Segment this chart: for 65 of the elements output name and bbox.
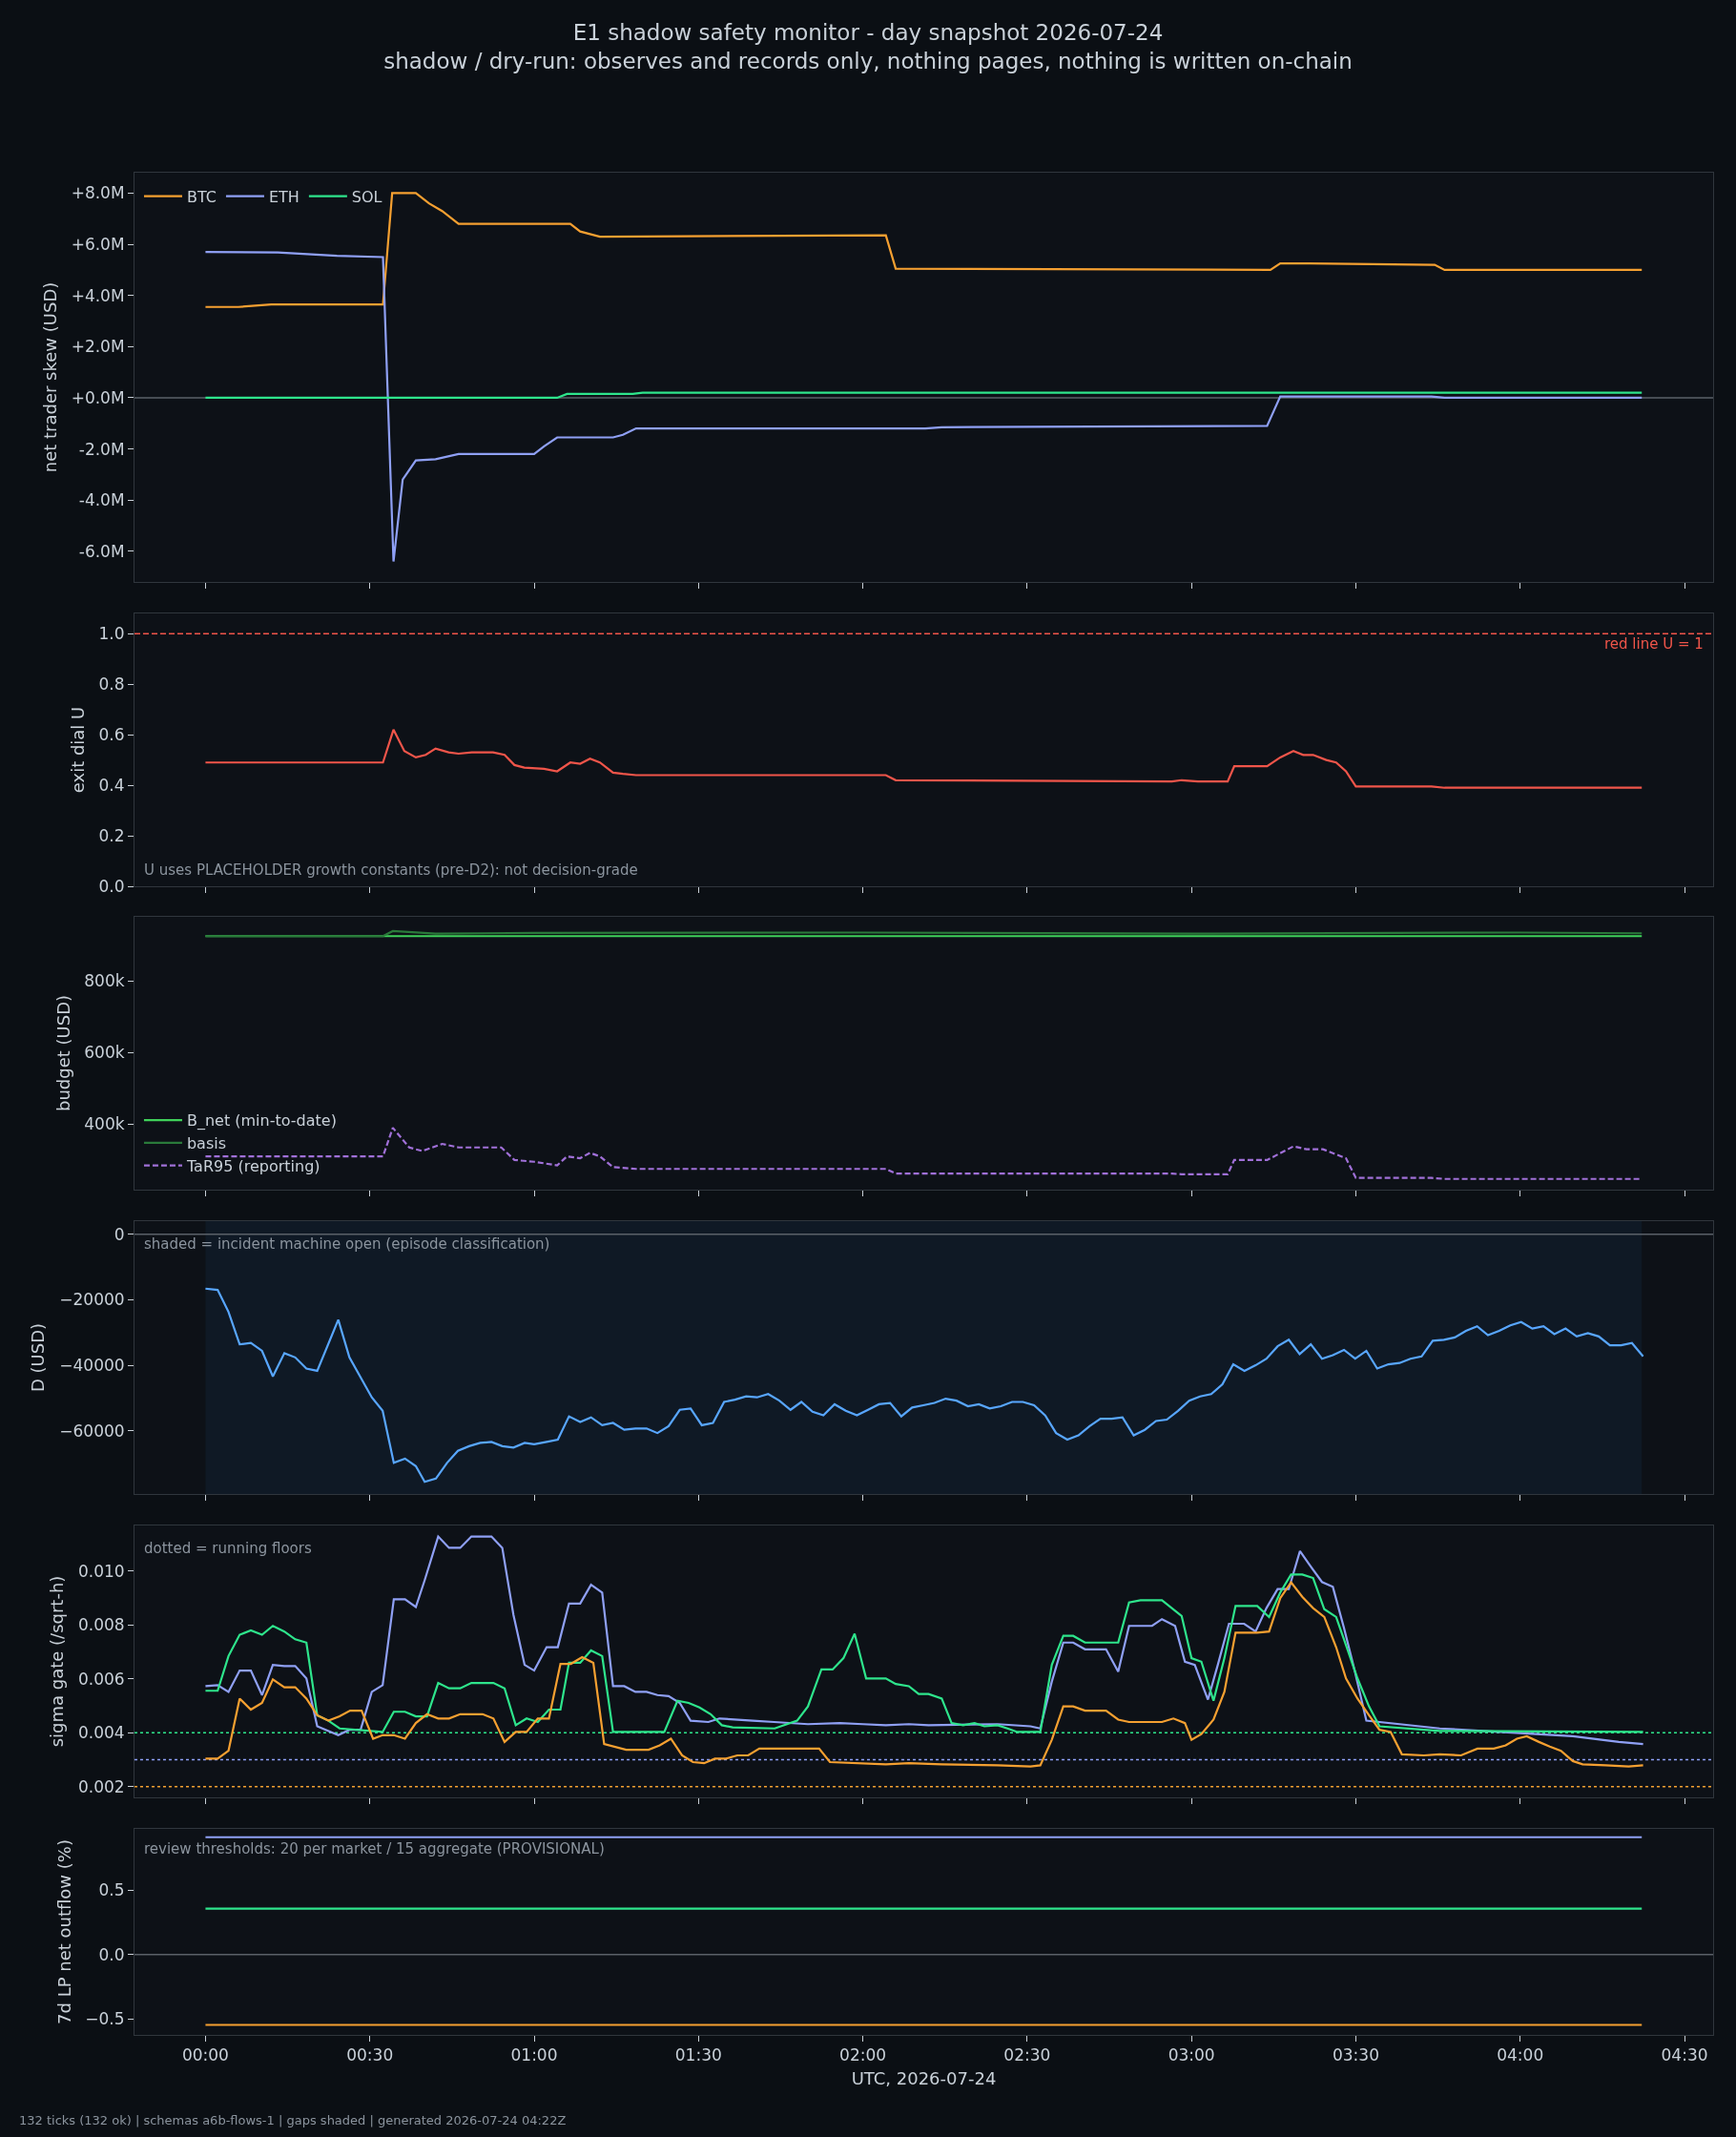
annotation: review thresholds: 20 per market / 15 aggregate (PROVISIONAL) bbox=[144, 1840, 605, 1857]
line-series bbox=[204, 1287, 1644, 1483]
x-tick-label: 00:00 bbox=[181, 2045, 229, 2065]
y-tick-label: -2.0M bbox=[78, 439, 125, 459]
y-tick-label: 0.5 bbox=[98, 1880, 125, 1900]
x-tick-label: 02:30 bbox=[1003, 2045, 1051, 2065]
line-series bbox=[204, 1535, 1644, 1746]
line-series bbox=[204, 728, 1643, 789]
y-axis-title: 7d LP net outflow (%) bbox=[53, 1839, 74, 2024]
y-tick-label: 400k bbox=[84, 1114, 125, 1134]
y-tick-label: −20000 bbox=[59, 1290, 125, 1310]
x-tick-label: 04:00 bbox=[1497, 2045, 1544, 2065]
y-tick-label: 0.0 bbox=[98, 1944, 125, 1964]
y-tick-label: +0.0M bbox=[71, 387, 125, 407]
y-tick-label: 1.0 bbox=[98, 624, 125, 644]
y-axis-title: D (USD) bbox=[28, 1322, 49, 1393]
y-tick-label: 0 bbox=[114, 1224, 125, 1244]
x-tick-label: 00:30 bbox=[346, 2045, 394, 2065]
x-tick-label: 03:30 bbox=[1332, 2045, 1379, 2065]
legend-label: ETH bbox=[268, 187, 300, 206]
y-axis-title: sigma gate (/sqrt-h) bbox=[47, 1575, 68, 1748]
chart-subtitle: shadow / dry-run: observes and records only, nothing pages, nothing is written on-chain bbox=[383, 48, 1353, 73]
y-tick-label: 0.8 bbox=[98, 674, 125, 695]
y-tick-label: −40000 bbox=[59, 1356, 125, 1376]
y-tick-label: +6.0M bbox=[71, 235, 125, 255]
y-axis-title: budget (USD) bbox=[52, 994, 73, 1112]
line-series bbox=[204, 1581, 1644, 1768]
y-axis-title: net trader skew (USD) bbox=[39, 281, 60, 473]
y-tick-label: +4.0M bbox=[71, 285, 125, 305]
legend-label: BTC bbox=[186, 187, 217, 206]
x-tick-label: 03:00 bbox=[1168, 2045, 1215, 2065]
y-tick-label: 0.004 bbox=[77, 1723, 125, 1743]
y-tick-label: +8.0M bbox=[71, 183, 125, 203]
y-tick-label: 0.4 bbox=[98, 776, 125, 796]
line-series bbox=[204, 251, 1643, 563]
legend-label: basis bbox=[186, 1134, 227, 1153]
annotation: U uses PLACEHOLDER growth constants (pre-D2): not decision-grade bbox=[144, 861, 638, 879]
y-tick-label: 0.008 bbox=[77, 1615, 125, 1635]
y-tick-label: 0.2 bbox=[98, 825, 125, 845]
ref-line-label: red line U = 1 bbox=[1604, 635, 1704, 653]
legend-label: SOL bbox=[351, 187, 382, 206]
x-tick-label: 01:00 bbox=[510, 2045, 558, 2065]
y-tick-label: -6.0M bbox=[78, 541, 125, 561]
x-axis-title: UTC, 2026-07-24 bbox=[851, 2067, 997, 2088]
y-axis-title: exit dial U bbox=[67, 706, 88, 794]
annotation: dotted = running floors bbox=[144, 1540, 312, 1557]
x-tick-label: 02:00 bbox=[839, 2045, 887, 2065]
legend-label: B_net (min-to-date) bbox=[186, 1111, 337, 1131]
y-tick-label: −0.5 bbox=[85, 2008, 125, 2028]
y-tick-label: 0.0 bbox=[98, 876, 125, 896]
y-tick-label: 0.010 bbox=[77, 1561, 125, 1581]
x-tick-label: 01:30 bbox=[674, 2045, 722, 2065]
y-tick-label: 800k bbox=[84, 971, 125, 991]
text: 132 ticks (132 ok) | schemas a6b-flows-1 | gaps shaded | generated 2026-07-24 04:22Z bbox=[19, 2113, 567, 2127]
chart-title: E1 shadow safety monitor - day snapshot 2026-07-24 bbox=[572, 20, 1164, 45]
annotation: shaded = incident machine open (episode classification) bbox=[144, 1235, 550, 1253]
y-tick-label: −60000 bbox=[59, 1421, 125, 1441]
legend-label: TaR95 (reporting) bbox=[185, 1156, 320, 1175]
y-tick-label: 600k bbox=[84, 1043, 125, 1063]
y-tick-label: 0.006 bbox=[77, 1669, 125, 1689]
y-tick-label: 0.6 bbox=[98, 725, 125, 745]
x-tick-label: 04:30 bbox=[1661, 2045, 1708, 2065]
y-tick-label: +2.0M bbox=[71, 337, 125, 357]
y-tick-label: 0.002 bbox=[77, 1776, 125, 1796]
y-tick-label: -4.0M bbox=[78, 490, 125, 510]
